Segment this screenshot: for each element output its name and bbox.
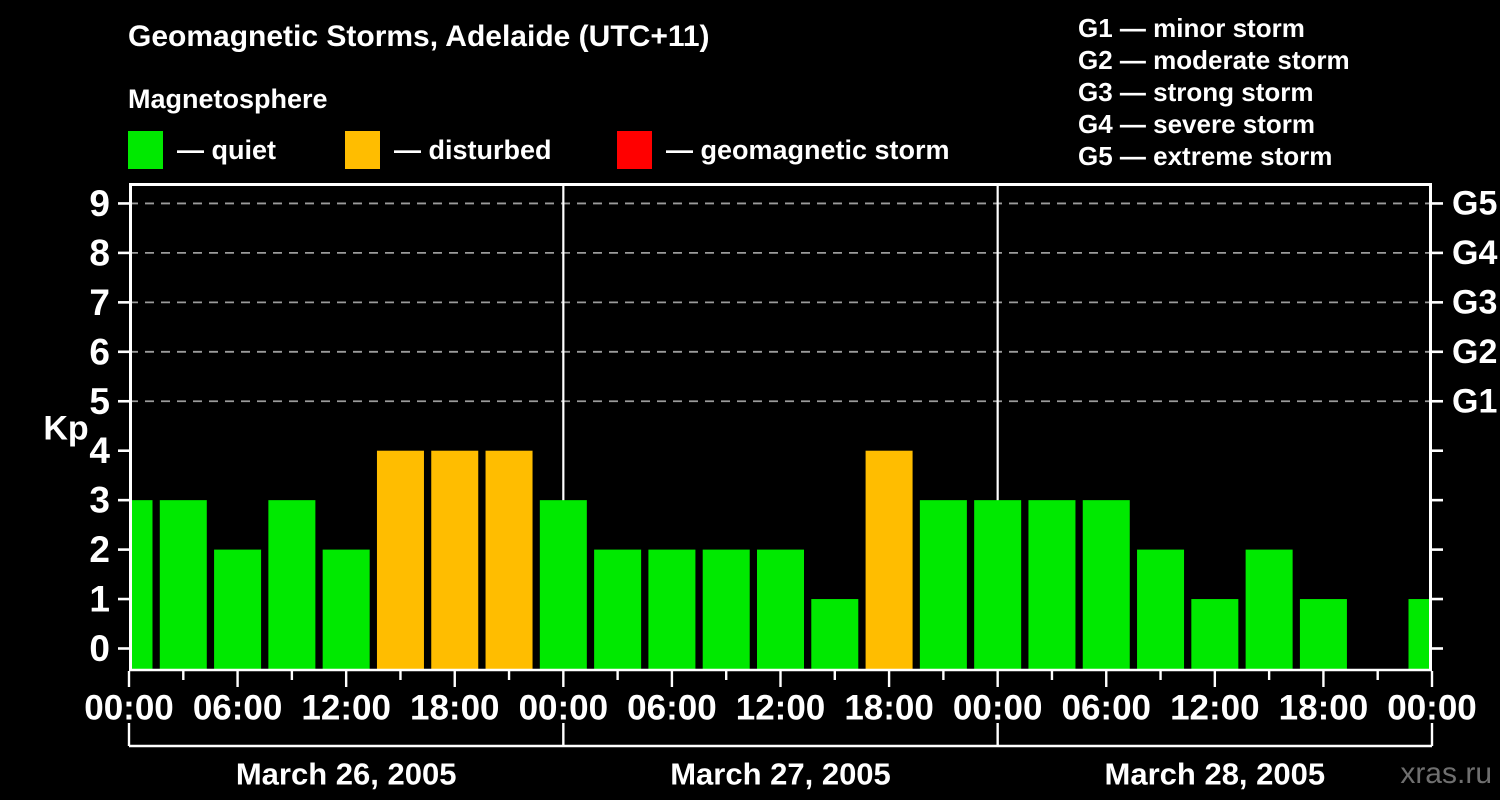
legend-label-disturbed: — disturbed [394, 134, 552, 165]
date-label-3: March 28, 2005 [1105, 757, 1326, 792]
bars-group [129, 450, 1432, 671]
kp-bar-march-28-2005-1500 [1245, 549, 1293, 671]
kp-bar-march-26-2005-0000 [129, 500, 153, 671]
y-axis-title: Kp [43, 409, 88, 447]
y-tick-label-2: 2 [89, 529, 110, 570]
x-tick-label-5: 06:00 [627, 689, 717, 728]
legend-swatch-storm [617, 131, 652, 169]
kp-bar-march-26-2005-0600 [214, 549, 262, 671]
kp-bar-march-26-2005-1500 [376, 450, 424, 671]
right-axis-label-g5: G5 [1452, 184, 1497, 222]
legend-swatch-quiet [128, 131, 163, 169]
kp-bar-march-26-2005-2100 [485, 450, 533, 671]
kp-bar-march-26-2005-1200 [322, 549, 370, 671]
y-tick-label-0: 0 [89, 628, 110, 669]
kp-bar-march-26-2005-0300 [159, 500, 207, 671]
y-tick-label-7: 7 [89, 282, 110, 323]
kp-bar-march-28-2005-1800 [1299, 599, 1347, 671]
right-axis-label-g3: G3 [1452, 283, 1497, 321]
y-tick-label-4: 4 [89, 430, 110, 471]
y-tick-label-6: 6 [89, 331, 110, 372]
x-tick-label-1: 06:00 [193, 689, 283, 728]
g-legend-line-2: G2 — moderate storm [1078, 45, 1350, 75]
x-tick-label-3: 18:00 [410, 689, 500, 728]
y-tick-label-1: 1 [89, 579, 110, 620]
x-tick-label-0: 00:00 [84, 689, 174, 728]
right-axis-label-g2: G2 [1452, 333, 1497, 371]
x-tick-label-8: 00:00 [953, 689, 1043, 728]
right-axis-label-g4: G4 [1452, 234, 1497, 272]
kp-bar-march-26-2005-0900 [268, 500, 316, 671]
x-tick-label-11: 18:00 [1279, 689, 1369, 728]
kp-bar-march-26-2005-1800 [431, 450, 479, 671]
kp-bar-march-28-2005-0000 [974, 500, 1022, 671]
g-legend-line-5: G5 — extreme storm [1078, 141, 1333, 171]
x-tick-label-7: 18:00 [844, 689, 934, 728]
kp-bar-march-29-2005-0000 [1408, 599, 1432, 671]
magnetosphere-label: Magnetosphere [128, 84, 328, 114]
legend-item-disturbed: — disturbed [345, 130, 552, 170]
g-legend-line-1: G1 — minor storm [1078, 13, 1305, 43]
date-label-2: March 27, 2005 [670, 757, 891, 792]
kp-bar-march-27-2005-0600 [648, 549, 696, 671]
legend-label-quiet: — quiet [177, 134, 276, 165]
g-legend-line-4: G4 — severe storm [1078, 109, 1316, 139]
g-scale-legend: G1 — minor storm G2 — moderate storm G3 — … [1078, 12, 1350, 172]
right-axis-label-g1: G1 [1452, 382, 1497, 420]
kp-bar-march-27-2005-0000 [539, 500, 587, 671]
kp-bar-march-27-2005-0900 [702, 549, 750, 671]
y-tick-label-9: 9 [89, 183, 110, 224]
legend-item-quiet: — quiet [128, 130, 276, 170]
x-tick-label-12: 00:00 [1387, 689, 1477, 728]
kp-bar-march-27-2005-1200 [757, 549, 804, 671]
g-legend-line-3: G3 — strong storm [1078, 77, 1314, 107]
x-tick-label-9: 06:00 [1061, 689, 1151, 728]
kp-bar-march-28-2005-0300 [1028, 500, 1076, 671]
x-tick-label-4: 00:00 [519, 689, 609, 728]
x-tick-label-6: 12:00 [736, 689, 826, 728]
kp-bar-march-27-2005-0300 [594, 549, 642, 671]
kp-bar-march-27-2005-2100 [919, 500, 967, 671]
kp-bar-march-28-2005-1200 [1191, 599, 1239, 671]
date-label-1: March 26, 2005 [236, 757, 457, 792]
y-tick-label-3: 3 [89, 480, 110, 521]
kp-bar-march-27-2005-1500 [811, 599, 859, 671]
y-tick-label-8: 8 [89, 232, 110, 273]
kp-bar-march-27-2005-1800 [865, 450, 913, 671]
page-title: Geomagnetic Storms, Adelaide (UTC+11) [128, 20, 710, 53]
legend-swatch-disturbed [345, 131, 380, 169]
watermark-xras: xras.ru [1400, 757, 1492, 790]
x-tick-label-2: 12:00 [301, 689, 391, 728]
legend-label-storm: — geomagnetic storm [666, 134, 950, 165]
x-tick-label-10: 12:00 [1170, 689, 1260, 728]
kp-bar-march-28-2005-0600 [1082, 500, 1130, 671]
y-tick-label-5: 5 [89, 381, 110, 422]
legend-item-storm: — geomagnetic storm [617, 130, 950, 170]
kp-bar-march-28-2005-0900 [1137, 549, 1185, 671]
